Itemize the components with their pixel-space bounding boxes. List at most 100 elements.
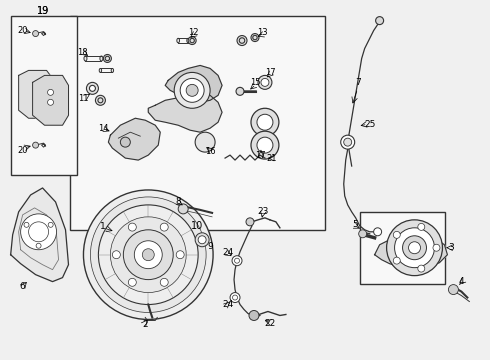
Text: 19: 19 [37, 6, 49, 15]
Text: 11: 11 [78, 94, 89, 103]
Circle shape [36, 243, 41, 248]
Text: 14: 14 [98, 124, 109, 133]
Text: 24: 24 [222, 248, 234, 257]
Circle shape [448, 285, 458, 294]
Circle shape [251, 108, 279, 136]
Circle shape [359, 230, 367, 238]
Circle shape [418, 265, 425, 272]
Circle shape [180, 78, 204, 102]
Circle shape [134, 241, 162, 269]
Circle shape [199, 136, 211, 148]
Circle shape [103, 54, 111, 62]
Circle shape [186, 84, 198, 96]
Circle shape [343, 138, 352, 146]
Text: 16: 16 [205, 147, 216, 156]
Circle shape [86, 82, 98, 94]
Circle shape [48, 99, 53, 105]
Polygon shape [83, 190, 213, 319]
Circle shape [393, 257, 400, 264]
Circle shape [91, 197, 206, 312]
Polygon shape [375, 234, 447, 268]
Text: 13: 13 [257, 28, 267, 37]
Ellipse shape [99, 68, 101, 72]
Circle shape [409, 242, 420, 254]
Circle shape [374, 228, 382, 236]
Circle shape [418, 224, 425, 230]
Text: 7: 7 [355, 78, 361, 87]
Circle shape [48, 222, 53, 227]
Text: 8: 8 [175, 197, 181, 206]
Circle shape [128, 278, 136, 286]
Polygon shape [19, 71, 52, 118]
Text: 22: 22 [264, 319, 275, 328]
Polygon shape [148, 93, 222, 132]
Bar [71, 15, 325, 230]
Ellipse shape [111, 68, 114, 72]
Bar [11, 15, 77, 175]
Text: 24: 24 [222, 300, 234, 309]
Circle shape [98, 205, 198, 305]
Circle shape [33, 31, 39, 37]
Ellipse shape [187, 38, 190, 43]
Text: 5: 5 [352, 220, 358, 229]
Text: 1: 1 [99, 222, 105, 231]
Text: 20: 20 [17, 26, 28, 35]
Circle shape [232, 256, 242, 266]
Circle shape [24, 222, 29, 227]
Circle shape [188, 37, 196, 45]
Circle shape [433, 244, 440, 251]
Circle shape [249, 310, 259, 320]
Text: 19: 19 [37, 6, 49, 15]
Text: 3: 3 [448, 243, 454, 252]
Circle shape [257, 137, 273, 153]
Circle shape [393, 231, 400, 238]
Bar [360, 212, 445, 284]
Circle shape [142, 249, 154, 261]
Circle shape [195, 233, 209, 247]
Polygon shape [11, 188, 69, 282]
Circle shape [48, 89, 53, 95]
Polygon shape [108, 118, 160, 160]
Text: 18: 18 [77, 48, 88, 57]
Circle shape [176, 251, 184, 259]
Circle shape [251, 131, 279, 159]
Text: 17: 17 [255, 150, 265, 159]
Circle shape [236, 87, 244, 95]
Circle shape [112, 251, 121, 259]
Circle shape [257, 114, 273, 130]
Circle shape [376, 17, 384, 24]
Text: 2: 2 [143, 320, 148, 329]
Text: 6: 6 [20, 282, 25, 291]
Text: 10: 10 [191, 221, 203, 231]
Circle shape [90, 85, 96, 91]
Text: 12: 12 [188, 28, 198, 37]
Circle shape [251, 33, 259, 41]
Ellipse shape [100, 56, 103, 61]
Circle shape [110, 217, 186, 293]
Circle shape [121, 137, 130, 147]
Text: 23: 23 [257, 207, 269, 216]
Ellipse shape [84, 56, 87, 61]
Circle shape [261, 78, 269, 86]
Text: 25: 25 [364, 120, 375, 129]
Circle shape [258, 75, 272, 89]
Circle shape [387, 220, 442, 276]
Circle shape [246, 218, 254, 226]
Circle shape [174, 72, 210, 108]
Circle shape [128, 223, 136, 231]
Circle shape [96, 95, 105, 105]
Circle shape [198, 236, 206, 244]
Circle shape [33, 142, 39, 148]
Text: 21: 21 [267, 154, 277, 163]
Text: 17: 17 [265, 68, 275, 77]
Text: 20: 20 [17, 145, 28, 154]
Polygon shape [165, 66, 222, 102]
Circle shape [21, 214, 56, 250]
Circle shape [237, 36, 247, 45]
Circle shape [230, 293, 240, 302]
Text: 4: 4 [459, 277, 464, 286]
Circle shape [178, 204, 188, 214]
Circle shape [394, 228, 435, 268]
Circle shape [403, 236, 426, 260]
Circle shape [160, 278, 168, 286]
